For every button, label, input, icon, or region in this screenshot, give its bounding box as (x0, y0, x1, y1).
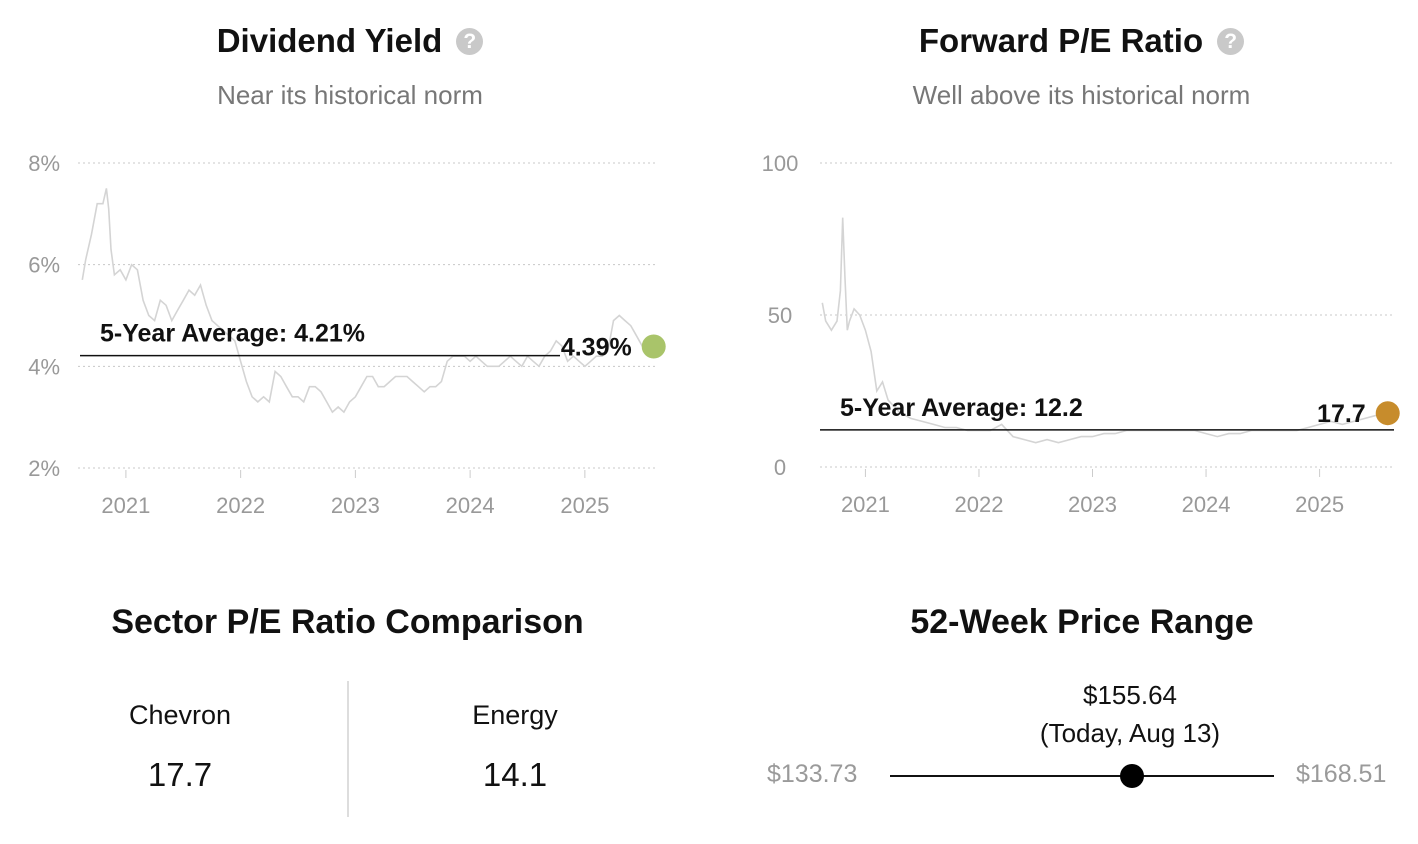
forward-pe-title: Forward P/E Ratio (918, 22, 1204, 59)
current-value-label: 4.39% (561, 334, 632, 362)
x-tick-label: 2022 (954, 492, 1003, 517)
help-icon[interactable]: ? (1217, 28, 1245, 55)
x-tick-label: 2021 (101, 493, 150, 518)
average-label: 5-Year Average: 12.2 (840, 394, 1083, 422)
y-tick-label: 0 (774, 455, 786, 480)
y-tick-label: 8% (28, 151, 60, 176)
x-tick-label: 2025 (560, 493, 609, 518)
x-tick-label: 2021 (841, 492, 890, 517)
average-label: 5-Year Average: 4.21% (100, 320, 365, 348)
series-line (81, 188, 655, 414)
current-value-label: 17.7 (1317, 400, 1366, 428)
x-tick-label: 2025 (1295, 492, 1344, 517)
current-price: $155.64 (1083, 680, 1177, 710)
forward-pe-title-row: Forward P/E Ratio? (718, 22, 1418, 60)
range-high-label: $168.51 (1296, 760, 1387, 788)
y-tick-label: 6% (28, 253, 60, 278)
y-tick-label: 2% (28, 456, 60, 481)
forward-pe-subtitle: Well above its historical norm (912, 80, 1251, 110)
dividend-yield-subtitle: Near its historical norm (217, 80, 483, 110)
y-tick-label: 4% (28, 354, 60, 379)
x-tick-label: 2024 (446, 493, 495, 518)
range-current-marker (1119, 764, 1144, 788)
sector-pe-title: Sector P/E Ratio Comparison (111, 603, 584, 641)
sector-item-label-energy: Energy (472, 700, 558, 730)
price-range-title: 52-Week Price Range (910, 603, 1254, 641)
x-tick-label: 2023 (331, 493, 380, 518)
sector-item-label-chevron: Chevron (128, 700, 232, 730)
forward-pe-chart: 0 50 100 2021 2022 2023 2024 2025 5-Year Average… (762, 151, 1400, 517)
dividend-yield-panel: Dividend Yield? Near its historical norm… (0, 0, 700, 540)
dividend-yield-title-row: Dividend Yield? (0, 22, 700, 60)
x-tick-label: 2024 (1182, 492, 1231, 517)
dividend-yield-chart: 2% 4% 6% 8% 2021 2022 2023 2024 2025 5-Year Avera… (28, 151, 666, 518)
current-value-marker (641, 334, 666, 359)
range-low-label: $133.73 (767, 760, 858, 788)
x-tick-label: 2023 (1068, 492, 1117, 517)
sector-item-value-chevron: 17.7 (147, 756, 213, 793)
current-value-marker (1375, 401, 1400, 426)
y-tick-label: 100 (762, 151, 799, 176)
range-track (890, 775, 1274, 777)
sector-divider (347, 681, 349, 817)
x-tick-label: 2022 (216, 493, 265, 518)
forward-pe-panel: Forward P/E Ratio? Well above its histor… (718, 0, 1418, 540)
y-tick-label: 50 (768, 303, 792, 328)
current-price-note: (Today, Aug 13) (1039, 718, 1221, 748)
help-icon[interactable]: ? (456, 28, 484, 55)
sector-item-value-energy: 14.1 (482, 756, 548, 793)
dividend-yield-title: Dividend Yield (216, 22, 443, 59)
